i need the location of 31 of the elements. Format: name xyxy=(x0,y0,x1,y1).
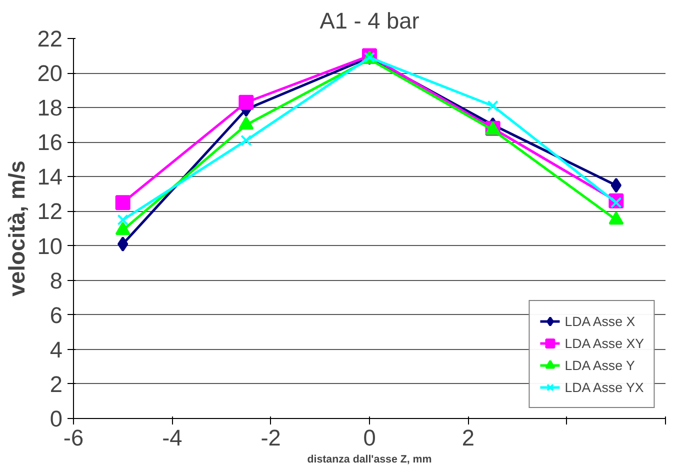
y-tick-label: 2 xyxy=(50,370,63,397)
y-tick-label: 8 xyxy=(50,267,63,294)
point xyxy=(115,195,130,210)
x-tick-label: -2 xyxy=(260,424,281,450)
point xyxy=(610,178,622,193)
y-tick-label: 0 xyxy=(50,406,63,432)
chart-title: A1 - 4 bar xyxy=(320,8,420,34)
y-tick-label: 4 xyxy=(50,336,63,362)
legend-label: LDA Asse YX xyxy=(564,380,644,394)
y-tick-label: 18 xyxy=(37,94,62,121)
y-tick-label: 10 xyxy=(37,232,62,259)
x-tick-label: -6 xyxy=(63,424,84,450)
point xyxy=(240,134,252,146)
x-tick-label: 2 xyxy=(462,424,474,450)
x-axis-title: distanza dall'asse Z, mm xyxy=(307,454,432,466)
y-tick-label: 22 xyxy=(37,26,62,52)
point xyxy=(238,94,254,110)
legend-label: LDA Asse X xyxy=(564,314,636,328)
legend-label: LDA Asse XY xyxy=(564,336,644,350)
legend-label: LDA Asse Y xyxy=(564,358,635,372)
y-axis-title: velocità, m/s xyxy=(3,160,30,296)
y-tick-label: 20 xyxy=(37,60,62,86)
x-tick-label: 0 xyxy=(363,424,376,450)
point xyxy=(487,100,498,112)
point xyxy=(118,236,128,252)
y-tick-label: 14 xyxy=(37,164,62,190)
point xyxy=(117,214,128,226)
y-tick-label: 16 xyxy=(37,129,62,156)
y-tick-label: 12 xyxy=(37,198,62,224)
y-tick-label: 6 xyxy=(50,302,63,328)
x-tick-label: -4 xyxy=(162,424,182,450)
